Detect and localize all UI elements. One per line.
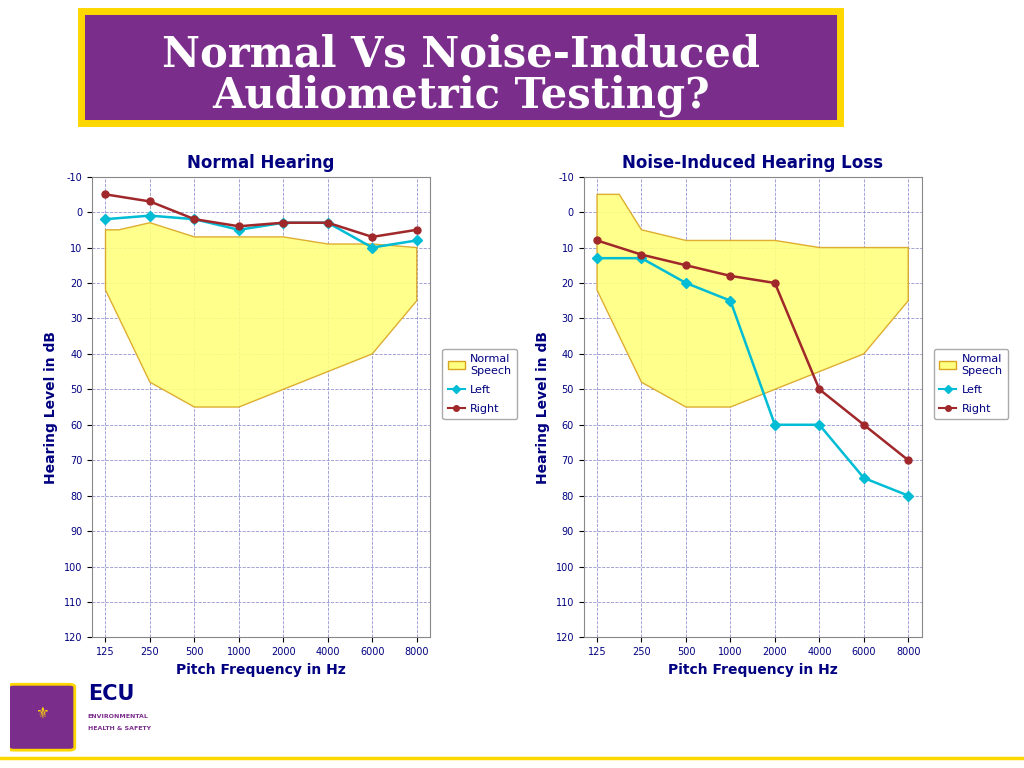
Left	[278, 218, 290, 227]
Left	[769, 420, 781, 429]
Line: Left: Left	[594, 255, 911, 499]
Left	[188, 214, 201, 223]
Text: ECU: ECU	[88, 684, 134, 704]
Polygon shape	[105, 223, 417, 407]
Left	[724, 296, 736, 306]
Right	[99, 190, 112, 199]
Right	[813, 385, 825, 394]
Right	[680, 260, 692, 270]
Right	[591, 236, 603, 245]
Right	[724, 271, 736, 280]
Left	[813, 420, 825, 429]
Text: ENVIRONMENTAL: ENVIRONMENTAL	[88, 714, 148, 719]
Line: Left: Left	[102, 212, 420, 251]
Title: Normal Hearing: Normal Hearing	[187, 154, 335, 172]
Y-axis label: Hearing Level in dB: Hearing Level in dB	[536, 330, 550, 484]
Left	[322, 218, 334, 227]
Left	[902, 491, 914, 500]
FancyBboxPatch shape	[81, 12, 841, 123]
Text: ⚜: ⚜	[35, 707, 48, 721]
Y-axis label: Hearing Level in dB: Hearing Level in dB	[44, 330, 58, 484]
FancyBboxPatch shape	[8, 684, 75, 750]
Line: Right: Right	[594, 237, 911, 464]
Left	[143, 211, 156, 220]
Text: HEALTH & SAFETY: HEALTH & SAFETY	[88, 726, 151, 730]
Left	[591, 253, 603, 263]
Left	[232, 225, 245, 234]
Left	[367, 243, 379, 252]
Left	[680, 278, 692, 287]
Left	[635, 253, 647, 263]
Left	[858, 473, 870, 482]
Left	[411, 236, 423, 245]
Left	[99, 214, 112, 223]
Legend: Normal
Speech, Left, Right: Normal Speech, Left, Right	[442, 349, 517, 419]
X-axis label: Pitch Frequency in Hz: Pitch Frequency in Hz	[176, 663, 346, 677]
Right	[143, 197, 156, 206]
Right	[769, 278, 781, 287]
Right	[232, 222, 245, 231]
X-axis label: Pitch Frequency in Hz: Pitch Frequency in Hz	[668, 663, 838, 677]
Legend: Normal
Speech, Left, Right: Normal Speech, Left, Right	[934, 349, 1009, 419]
Line: Right: Right	[102, 191, 420, 240]
Right	[188, 214, 201, 223]
Right	[278, 218, 290, 227]
Text: Normal Vs Noise-Induced: Normal Vs Noise-Induced	[162, 34, 760, 76]
Right	[902, 455, 914, 465]
Right	[411, 225, 423, 234]
Right	[367, 232, 379, 241]
Right	[858, 420, 870, 429]
Right	[635, 250, 647, 260]
Polygon shape	[597, 194, 908, 407]
Right	[322, 218, 334, 227]
Title: Noise-Induced Hearing Loss: Noise-Induced Hearing Loss	[623, 154, 883, 172]
Text: Audiometric Testing?: Audiometric Testing?	[212, 75, 710, 118]
